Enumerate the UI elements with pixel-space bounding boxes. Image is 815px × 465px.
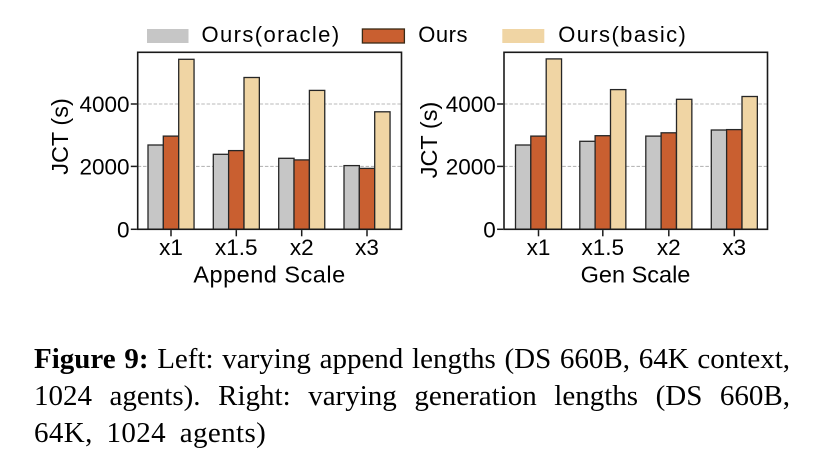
svg-text:Append Scale: Append Scale <box>193 262 345 288</box>
svg-text:JCT (s): JCT (s) <box>47 98 73 175</box>
svg-text:x3: x3 <box>722 235 746 260</box>
svg-text:Ours(basic): Ours(basic) <box>558 22 687 47</box>
svg-text:x2: x2 <box>290 235 314 260</box>
svg-text:x2: x2 <box>657 235 681 260</box>
svg-text:0: 0 <box>117 217 130 242</box>
svg-text:4000: 4000 <box>446 92 496 117</box>
svg-text:Gen Scale: Gen Scale <box>581 262 691 288</box>
svg-text:2000: 2000 <box>79 154 129 179</box>
svg-text:x1.5: x1.5 <box>582 235 625 260</box>
svg-text:0: 0 <box>483 217 496 242</box>
svg-text:4000: 4000 <box>79 92 129 117</box>
svg-text:2000: 2000 <box>446 154 496 179</box>
svg-text:x1: x1 <box>159 235 183 260</box>
svg-text:Ours: Ours <box>418 22 468 47</box>
svg-text:Ours(oracle): Ours(oracle) <box>202 22 341 47</box>
svg-text:x3: x3 <box>355 235 379 260</box>
svg-text:x1: x1 <box>527 235 551 260</box>
svg-text:JCT (s): JCT (s) <box>416 102 442 179</box>
svg-text:x1.5: x1.5 <box>215 235 258 260</box>
